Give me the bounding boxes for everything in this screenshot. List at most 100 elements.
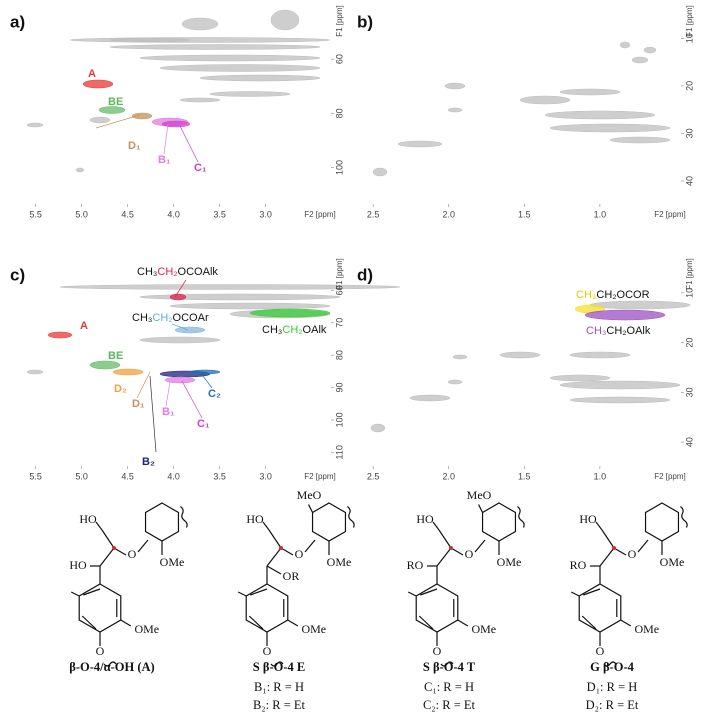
structure-caption: B₁: R = H (254, 680, 304, 694)
annotation: CH₃CH₂OCOR (576, 289, 650, 301)
structure-caption: D₂: R = Et (586, 698, 639, 712)
leader-line (165, 381, 171, 407)
y-tick-label: 30 (684, 128, 694, 138)
bond (95, 521, 103, 531)
contour (549, 123, 671, 133)
y-tick-label: 60 (334, 54, 344, 64)
annotation: C₂ (208, 388, 221, 400)
y-tick-label: 10 (684, 33, 694, 43)
contour (179, 97, 221, 103)
x-tick-label: 1.0 (594, 209, 607, 219)
atom-label: O (96, 644, 105, 658)
bond (450, 547, 464, 556)
x-tick-label: 2.5 (367, 209, 380, 219)
top-ring (644, 502, 680, 542)
annotation-part: OCOAlk (178, 266, 219, 278)
panel-label: b) (357, 12, 373, 31)
atom-label: MeO (297, 488, 322, 502)
y-tick-label: 90 (334, 383, 344, 393)
bond (595, 521, 603, 531)
bond (436, 547, 452, 567)
y-tick-label: 80 (334, 350, 344, 360)
annotation: D₁ (128, 140, 141, 152)
annotation: B₁ (158, 154, 171, 166)
y-tick-label: 20 (684, 338, 694, 348)
wavy-bond (347, 506, 355, 528)
contour (26, 369, 44, 375)
contour (69, 37, 331, 43)
contour (619, 41, 631, 49)
bond (266, 565, 282, 575)
bond (99, 547, 115, 567)
y-tick-label: 40 (684, 437, 694, 447)
contour (161, 120, 191, 128)
leader-line (181, 380, 203, 419)
x-tick-label: 4.0 (167, 471, 180, 481)
y-tick-label: 60 (334, 285, 344, 295)
annotation-part: D₁ (132, 398, 145, 410)
leader-line (174, 279, 187, 298)
annotation: BE (108, 350, 123, 362)
contour (189, 369, 221, 375)
x-axis-label: F2 [ppm] (304, 472, 336, 481)
contour (89, 116, 111, 124)
y-axis-label: F1 [ppm] (685, 258, 694, 290)
x-tick-label: 1.5 (518, 471, 531, 481)
bond (599, 547, 615, 567)
annotation-part: OAlk (303, 324, 327, 336)
contour (112, 368, 144, 376)
wavy-bond (680, 506, 688, 528)
leader-line (163, 123, 169, 155)
stereo-center (449, 546, 453, 550)
annotation-part: C₂ (208, 388, 221, 400)
y-tick-label: 10 (684, 288, 694, 298)
bond (83, 588, 101, 596)
annotation-part: A (80, 320, 88, 332)
wavy-bond (517, 506, 525, 528)
aromatic-ring (415, 583, 459, 633)
atom-label: OMe (134, 622, 159, 636)
atom-label: HO (246, 512, 264, 526)
contour (82, 79, 114, 89)
aromatic-ring (78, 583, 122, 633)
atom-label: HO (69, 558, 87, 572)
leader-line (149, 375, 157, 453)
atom-label: O (465, 547, 474, 561)
x-tick-label: 5.0 (75, 209, 88, 219)
stereo-center (279, 546, 283, 550)
atom-label: OMe (660, 555, 685, 569)
y-axis-label: F1 [ppm] (335, 258, 344, 290)
atom-label: OMe (160, 555, 185, 569)
annotation: C₁ (197, 418, 210, 430)
bond (120, 619, 132, 627)
x-tick-label: 4.0 (167, 209, 180, 219)
aromatic-ring (245, 583, 289, 633)
x-tick-label: 3.5 (213, 471, 226, 481)
annotation-part: B₂ (142, 456, 155, 468)
x-tick-label: 4.5 (121, 471, 134, 481)
annotation-part: D₂ (114, 383, 127, 395)
annotation: A (88, 68, 96, 80)
contour (569, 351, 631, 359)
x-tick-label: 3.0 (259, 471, 272, 481)
top-ring (481, 502, 517, 542)
x-axis-label: F2 [ppm] (654, 210, 686, 219)
bond (420, 588, 438, 596)
bond (418, 615, 434, 630)
contour (98, 106, 126, 114)
bond (81, 615, 97, 630)
contour (139, 336, 221, 344)
contour (164, 376, 196, 384)
annotation: B₁ (162, 406, 175, 418)
x-axis-label: F2 [ppm] (304, 210, 336, 219)
atom-label: MeO (467, 488, 492, 502)
annotation-part: BE (108, 96, 123, 108)
bond (581, 615, 597, 630)
bond (304, 539, 316, 553)
x-tick-label: 1.0 (594, 471, 607, 481)
atom-label: RO (570, 558, 587, 572)
annotation-part: CH₂OAlk (606, 325, 650, 337)
panel-label: a) (10, 12, 25, 31)
atom-label: O (263, 644, 272, 658)
y-tick-label: 100 (334, 412, 344, 427)
